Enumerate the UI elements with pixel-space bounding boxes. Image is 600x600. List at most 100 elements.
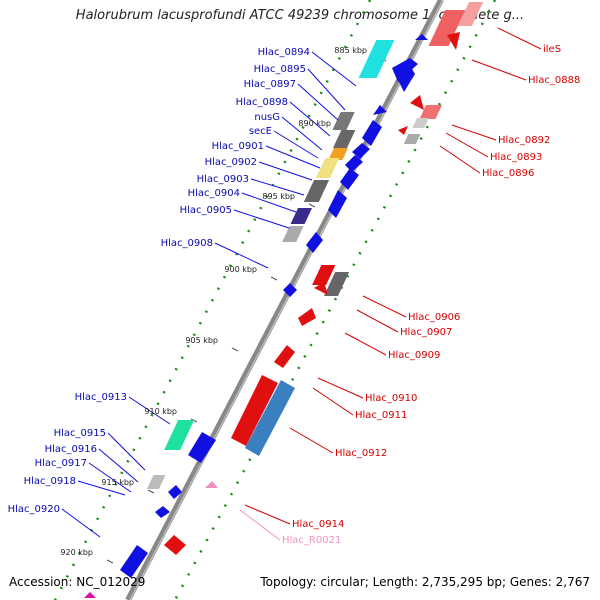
label-line-hlac-0912: [289, 427, 334, 454]
tick-label-885-kbp: 885 kbp: [334, 46, 367, 55]
label-hlac-0910: Hlac_0910: [365, 393, 417, 404]
label-line-hlac-0896: [439, 145, 481, 174]
backbone: [125, 0, 444, 600]
label-hlac-0917: Hlac_0917: [35, 458, 87, 469]
tick-label-915-kbp: 915 kbp: [101, 478, 134, 487]
gc-track-outer: [173, 0, 497, 600]
gene-hlac-0902[interactable]: [340, 168, 359, 190]
label-hlac-r0021: Hlac_R0021: [282, 535, 341, 546]
gene-hlac-0911[interactable]: [231, 375, 278, 446]
label-hlac-0907: Hlac_0907: [400, 327, 452, 338]
gene-hlac-0920[interactable]: [120, 545, 148, 578]
label-hlac-0908: Hlac_0908: [161, 238, 213, 249]
gene-sece[interactable]: [352, 143, 370, 159]
map-title: Halorubrum lacusprofundi ATCC 49239 chro…: [75, 8, 525, 23]
gene-hlac-0909[interactable]: [298, 308, 316, 326]
gene-hlac-0908[interactable]: [283, 283, 297, 297]
gene-hlac-0912[interactable]: [245, 380, 295, 456]
tick-label-900-kbp: 900 kbp: [224, 265, 257, 274]
gene-hlac-0896[interactable]: [403, 134, 421, 144]
box-yellow: [315, 158, 340, 178]
gene-hlac-0905[interactable]: [306, 232, 323, 253]
label-nusg: nusG: [254, 112, 280, 123]
box-orange: [328, 148, 348, 160]
box-gray-4: [146, 475, 166, 489]
label-hlac-0912: Hlac_0912: [335, 448, 387, 459]
gene-hlac-0906[interactable]: [312, 265, 336, 285]
gene-hlac-0910[interactable]: [274, 345, 295, 368]
label-hlac-0905: Hlac_0905: [180, 205, 232, 216]
label-iles: ileS: [543, 44, 561, 55]
label-line-hlac-0916: [98, 448, 139, 483]
label-line-hlac-0920: [61, 508, 101, 538]
label-line-hlac-0897: [297, 83, 339, 121]
label-line-hlac-0908: [214, 242, 269, 269]
label-hlac-0902: Hlac_0902: [205, 157, 257, 168]
label-line-hlac-0907: [356, 309, 399, 333]
gene-hlac-0895[interactable]: [398, 62, 415, 92]
tick-labels: 885 kbp 890 kbp 895 kbp 900 kbp 905 kbp 910 k…: [60, 46, 367, 557]
gene-hlac-0918[interactable]: [155, 506, 170, 518]
label-hlac-0892: Hlac_0892: [498, 135, 550, 146]
label-hlac-0894: Hlac_0894: [258, 47, 310, 58]
tick-mark: [190, 418, 198, 423]
left-labels: Hlac_0894 Hlac_0895 Hlac_0897 Hlac_0898 nusG…: [8, 47, 357, 538]
right-labels: ileS Hlac_0888 Hlac_0892 Hlac_0893 Hlac_0896…: [239, 27, 580, 546]
gene-hlac-0898[interactable]: [373, 105, 387, 115]
gene-hlac-0892[interactable]: [410, 95, 424, 110]
label-line-hlac-0888: [471, 59, 527, 81]
label-hlac-0897: Hlac_0897: [244, 79, 296, 90]
tick-label-910-kbp: 910 kbp: [144, 407, 177, 416]
label-hlac-0918: Hlac_0918: [24, 476, 76, 487]
gene-iles[interactable]: [428, 10, 466, 46]
label-hlac-0895: Hlac_0895: [254, 64, 306, 75]
label-line-hlac-0893: [445, 132, 489, 158]
tick-label-895-kbp: 895 kbp: [262, 192, 295, 201]
label-line-hlac-0898: [289, 101, 331, 137]
label-hlac-0914: Hlac_0914: [292, 519, 344, 530]
tick-label-890-kbp: 890 kbp: [298, 119, 331, 128]
label-hlac-0911: Hlac_0911: [355, 410, 407, 421]
label-line-hlac-0902: [258, 161, 313, 181]
label-line-sece: [273, 130, 319, 159]
label-line-hlac-0915: [107, 432, 146, 471]
label-line-hlac-0903: [250, 178, 305, 196]
label-line-hlac-0905: [233, 209, 290, 229]
gene-hlac-0903[interactable]: [328, 190, 347, 218]
label-hlac-0909: Hlac_0909: [388, 350, 440, 361]
gene-hlac-0914[interactable]: [164, 535, 186, 555]
box-gray-2: [332, 112, 355, 130]
label-hlac-0896: Hlac_0896: [482, 168, 534, 179]
label-line-nusg: [281, 116, 323, 151]
label-hlac-0898: Hlac_0898: [236, 97, 288, 108]
label-hlac-0913: Hlac_0913: [75, 392, 127, 403]
label-line-hlac-0892: [451, 124, 497, 141]
label-hlac-0916: Hlac_0916: [45, 444, 97, 455]
label-hlac-0915: Hlac_0915: [54, 428, 106, 439]
gene-hlac-r0021[interactable]: [205, 481, 218, 488]
box-gray-1: [332, 130, 356, 148]
label-line-hlac-0917: [88, 462, 132, 493]
label-line-hlac-0904: [241, 192, 297, 213]
tick-mark: [270, 276, 278, 281]
label-line-hlac-0894: [311, 51, 357, 87]
gene-hlac-0901[interactable]: [345, 155, 363, 172]
label-hlac-0904: Hlac_0904: [188, 188, 240, 199]
tick-mark: [147, 489, 155, 494]
tick-mark: [106, 559, 114, 564]
label-hlac-0906: Hlac_0906: [408, 312, 460, 323]
box-cyan: [358, 40, 395, 78]
label-line-hlac-0918: [77, 480, 126, 496]
gene-hlac-0893[interactable]: [412, 118, 429, 128]
forward-boxes: [146, 40, 395, 489]
label-line-hlac-0910: [317, 377, 364, 399]
gene-hlac-0907[interactable]: [314, 282, 328, 295]
label-hlac-0901: Hlac_0901: [212, 141, 264, 152]
label-line-hlac-0911: [312, 387, 354, 416]
label-sece: secE: [249, 126, 272, 137]
gene-hlac-0888[interactable]: [447, 32, 460, 50]
gene-hlac-0913[interactable]: [188, 432, 216, 463]
gene-nusg[interactable]: [362, 120, 382, 146]
gene-hlac-0916[interactable]: [168, 485, 182, 499]
topology: Topology: circular; Length: 2,735,295 bp…: [260, 575, 590, 589]
